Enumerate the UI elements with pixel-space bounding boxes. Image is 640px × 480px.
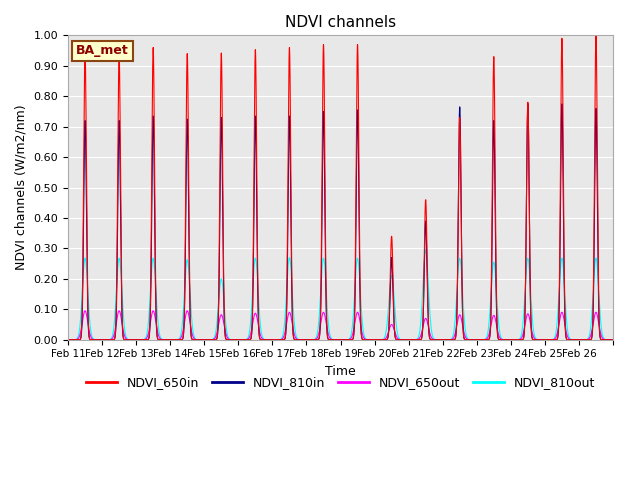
NDVI_650in (404, 337, 412, 343)
NDVI_650out (64, 337, 72, 343)
NDVI_810in (262, 337, 269, 343)
NDVI_810in (609, 337, 617, 343)
NDVI_810out (387, 278, 394, 284)
NDVI_650out (387, 323, 394, 328)
Title: NDVI channels: NDVI channels (285, 15, 396, 30)
NDVI_650in (410, 337, 418, 343)
NDVI_810in (404, 337, 412, 343)
NDVI_810in (468, 337, 476, 343)
NDVI_650in (592, 33, 600, 38)
NDVI_650in (64, 337, 72, 343)
Text: BA_met: BA_met (76, 45, 129, 58)
NDVI_810in (387, 278, 394, 284)
NDVI_810out (609, 337, 617, 343)
Y-axis label: NDVI channels (W/m2/nm): NDVI channels (W/m2/nm) (15, 105, 28, 270)
NDVI_650out (81, 308, 89, 314)
NDVI_650out (468, 337, 476, 343)
NDVI_650in (468, 337, 476, 343)
Line: NDVI_810out: NDVI_810out (68, 250, 613, 340)
NDVI_650in (92, 337, 99, 343)
X-axis label: Time: Time (325, 365, 356, 378)
NDVI_810out (468, 337, 476, 343)
NDVI_650in (497, 337, 505, 343)
NDVI_810in (410, 337, 418, 343)
NDVI_650out (410, 337, 418, 343)
Legend: NDVI_650in, NDVI_810in, NDVI_650out, NDVI_810out: NDVI_650in, NDVI_810in, NDVI_650out, NDV… (81, 372, 600, 395)
Line: NDVI_650in: NDVI_650in (68, 36, 613, 340)
NDVI_810in (558, 101, 566, 107)
Line: NDVI_650out: NDVI_650out (68, 311, 613, 340)
NDVI_650out (92, 337, 99, 343)
NDVI_810in (92, 337, 99, 343)
NDVI_810in (64, 337, 72, 343)
NDVI_650out (609, 337, 617, 343)
NDVI_810out (262, 337, 269, 343)
NDVI_650in (262, 337, 269, 343)
NDVI_810out (422, 247, 429, 253)
NDVI_650in (387, 263, 394, 269)
NDVI_650out (262, 337, 269, 343)
NDVI_810out (410, 337, 418, 343)
NDVI_810out (92, 337, 99, 343)
Line: NDVI_810in: NDVI_810in (68, 104, 613, 340)
NDVI_650out (497, 336, 505, 342)
NDVI_810out (64, 337, 72, 343)
NDVI_810out (497, 335, 505, 341)
NDVI_650in (609, 337, 617, 343)
NDVI_810in (497, 337, 505, 343)
